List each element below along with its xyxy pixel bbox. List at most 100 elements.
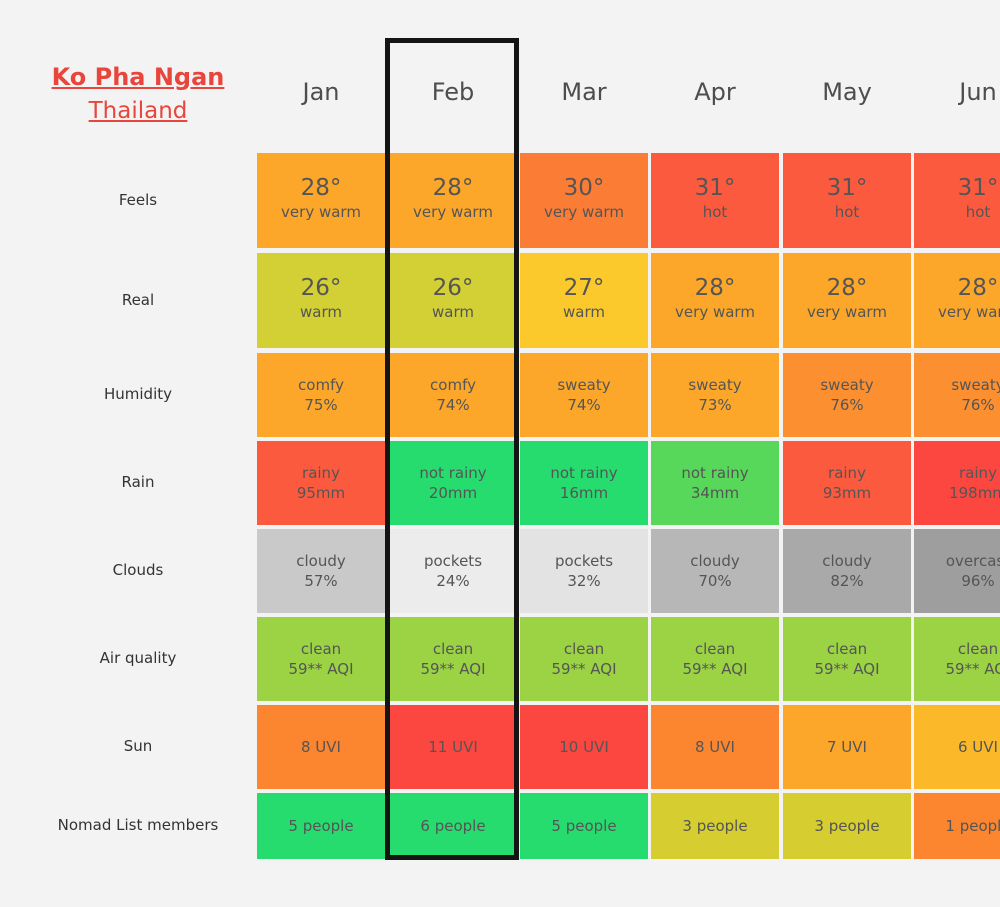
real-cell-may[interactable]: 28° very warm bbox=[783, 253, 911, 348]
real-cell-apr[interactable]: 28° very warm bbox=[651, 253, 779, 348]
cell-primary-text: rainy bbox=[959, 464, 997, 482]
real-cell-jun[interactable]: 28° very warm bbox=[914, 253, 1000, 348]
month-header-jun[interactable]: Jun bbox=[959, 78, 997, 106]
sun-cell-may[interactable]: 7 UVI bbox=[783, 705, 911, 789]
rain-cell-mar[interactable]: not rainy 16mm bbox=[520, 441, 648, 525]
cell-secondary-text: 198mm bbox=[949, 484, 1000, 502]
humidity-cell-jun[interactable]: sweaty 76% bbox=[914, 353, 1000, 437]
month-header-apr[interactable]: Apr bbox=[694, 78, 736, 106]
cell-primary-text: not rainy bbox=[550, 464, 618, 482]
cell-secondary-text: 76% bbox=[961, 396, 995, 414]
clouds-cell-feb[interactable]: pockets 24% bbox=[389, 529, 517, 613]
clouds-cell-may[interactable]: cloudy 82% bbox=[783, 529, 911, 613]
members-cell-mar[interactable]: 5 people bbox=[520, 793, 648, 859]
row-label-sun: Sun bbox=[123, 737, 153, 755]
cell-secondary-text: hot bbox=[834, 203, 860, 221]
month-header-mar[interactable]: Mar bbox=[561, 78, 607, 106]
feels-cell-may[interactable]: 31° hot bbox=[783, 153, 911, 248]
air-quality-cell-may[interactable]: clean 59** AQI bbox=[783, 617, 911, 701]
humidity-cell-apr[interactable]: sweaty 73% bbox=[651, 353, 779, 437]
air-quality-cell-jun[interactable]: clean 59** AQI bbox=[914, 617, 1000, 701]
cell-primary-text: rainy bbox=[302, 464, 340, 482]
cell-primary-text: sweaty bbox=[951, 376, 1000, 394]
sun-cell-feb[interactable]: 11 UVI bbox=[389, 705, 517, 789]
clouds-cell-mar[interactable]: pockets 32% bbox=[520, 529, 648, 613]
month-header-jan[interactable]: Jan bbox=[302, 78, 340, 106]
rain-cell-jun[interactable]: rainy 198mm bbox=[914, 441, 1000, 525]
cell-primary-text: 31° bbox=[826, 175, 868, 201]
feels-cell-apr[interactable]: 31° hot bbox=[651, 153, 779, 248]
cell-secondary-text: 70% bbox=[698, 572, 732, 590]
cell-secondary-text: 5 people bbox=[288, 817, 354, 835]
cell-secondary-text: 32% bbox=[567, 572, 601, 590]
cell-primary-text: clean bbox=[826, 640, 868, 658]
sun-cell-mar[interactable]: 10 UVI bbox=[520, 705, 648, 789]
feels-cell-feb[interactable]: 28° very warm bbox=[389, 153, 517, 248]
members-cell-jun[interactable]: 1 people bbox=[914, 793, 1000, 859]
humidity-cell-feb[interactable]: comfy 74% bbox=[389, 353, 517, 437]
cell-secondary-text: very warm bbox=[675, 303, 755, 321]
real-cell-mar[interactable]: 27° warm bbox=[520, 253, 648, 348]
cell-primary-text: 31° bbox=[694, 175, 736, 201]
rain-cell-apr[interactable]: not rainy 34mm bbox=[651, 441, 779, 525]
air-quality-cell-mar[interactable]: clean 59** AQI bbox=[520, 617, 648, 701]
cell-primary-text: not rainy bbox=[419, 464, 487, 482]
cell-primary-text: pockets bbox=[423, 552, 483, 570]
feels-cell-jan[interactable]: 28° very warm bbox=[257, 153, 385, 248]
cell-primary-text: clean bbox=[694, 640, 736, 658]
cell-secondary-text: very warm bbox=[281, 203, 361, 221]
air-quality-cell-jan[interactable]: clean 59** AQI bbox=[257, 617, 385, 701]
country-link[interactable]: Thailand bbox=[88, 98, 188, 124]
air-quality-cell-feb[interactable]: clean 59** AQI bbox=[389, 617, 517, 701]
members-cell-apr[interactable]: 3 people bbox=[651, 793, 779, 859]
cell-primary-text: 28° bbox=[694, 275, 736, 301]
city-link[interactable]: Ko Pha Ngan bbox=[51, 63, 225, 91]
clouds-cell-jan[interactable]: cloudy 57% bbox=[257, 529, 385, 613]
cell-secondary-text: 74% bbox=[567, 396, 601, 414]
cell-secondary-text: 8 UVI bbox=[301, 738, 341, 756]
clouds-cell-jun[interactable]: overcast 96% bbox=[914, 529, 1000, 613]
cell-secondary-text: 24% bbox=[436, 572, 470, 590]
cell-secondary-text: very warm bbox=[938, 303, 1000, 321]
members-cell-jan[interactable]: 5 people bbox=[257, 793, 385, 859]
cell-primary-text: 27° bbox=[563, 275, 605, 301]
feels-cell-jun[interactable]: 31° hot bbox=[914, 153, 1000, 248]
cell-secondary-text: 73% bbox=[698, 396, 732, 414]
cell-secondary-text: 34mm bbox=[690, 484, 740, 502]
rain-cell-may[interactable]: rainy 93mm bbox=[783, 441, 911, 525]
cell-secondary-text: 59** AQI bbox=[288, 660, 354, 678]
row-label-members: Nomad List members bbox=[57, 816, 219, 834]
humidity-cell-mar[interactable]: sweaty 74% bbox=[520, 353, 648, 437]
rain-cell-jan[interactable]: rainy 95mm bbox=[257, 441, 385, 525]
sun-cell-jan[interactable]: 8 UVI bbox=[257, 705, 385, 789]
clouds-cell-apr[interactable]: cloudy 70% bbox=[651, 529, 779, 613]
cell-secondary-text: 3 people bbox=[682, 817, 748, 835]
feels-cell-mar[interactable]: 30° very warm bbox=[520, 153, 648, 248]
sun-cell-jun[interactable]: 6 UVI bbox=[914, 705, 1000, 789]
cell-primary-text: rainy bbox=[828, 464, 866, 482]
real-cell-jan[interactable]: 26° warm bbox=[257, 253, 385, 348]
members-cell-feb[interactable]: 6 people bbox=[389, 793, 517, 859]
cell-primary-text: sweaty bbox=[688, 376, 742, 394]
rain-cell-feb[interactable]: not rainy 20mm bbox=[389, 441, 517, 525]
cell-secondary-text: 5 people bbox=[551, 817, 617, 835]
members-cell-may[interactable]: 3 people bbox=[783, 793, 911, 859]
row-label-humidity: Humidity bbox=[103, 385, 172, 403]
cell-secondary-text: 59** AQI bbox=[814, 660, 880, 678]
air-quality-cell-apr[interactable]: clean 59** AQI bbox=[651, 617, 779, 701]
month-header-may[interactable]: May bbox=[822, 78, 872, 106]
row-label-real: Real bbox=[121, 290, 155, 309]
month-header-feb[interactable]: Feb bbox=[431, 78, 475, 106]
cell-secondary-text: 6 people bbox=[420, 817, 486, 835]
cell-primary-text: 28° bbox=[432, 175, 474, 201]
cell-primary-text: 31° bbox=[957, 175, 999, 201]
real-cell-feb[interactable]: 26° warm bbox=[389, 253, 517, 348]
cell-primary-text: 28° bbox=[957, 275, 999, 301]
sun-cell-apr[interactable]: 8 UVI bbox=[651, 705, 779, 789]
cell-secondary-text: 82% bbox=[830, 572, 864, 590]
humidity-cell-jan[interactable]: comfy 75% bbox=[257, 353, 385, 437]
cell-primary-text: clean bbox=[563, 640, 605, 658]
humidity-cell-may[interactable]: sweaty 76% bbox=[783, 353, 911, 437]
row-label-rain: Rain bbox=[121, 473, 155, 491]
cell-secondary-text: 75% bbox=[304, 396, 338, 414]
